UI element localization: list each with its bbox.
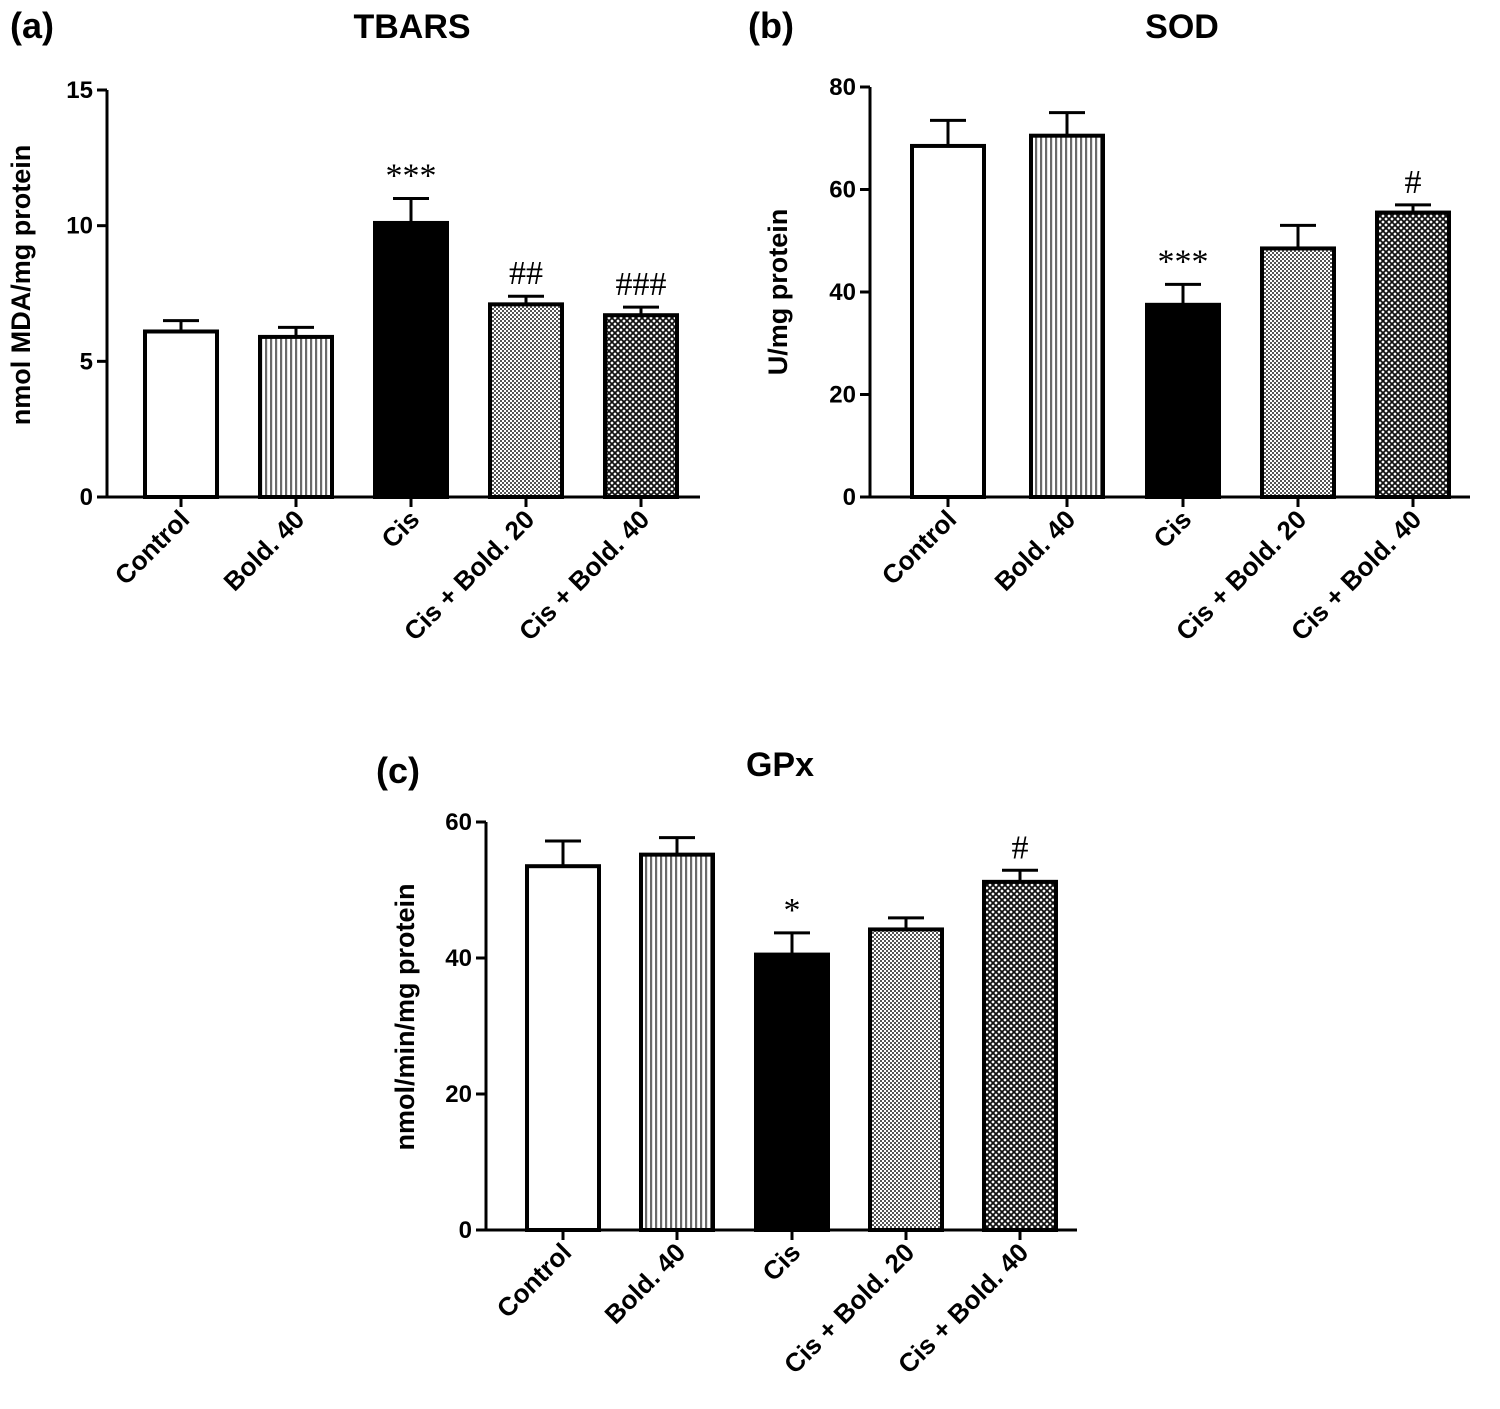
significance-label: *** — [1158, 243, 1209, 280]
bar — [143, 329, 219, 499]
y-tick-label: 60 — [445, 809, 472, 836]
y-axis-label: nmol MDA/mg protein — [6, 145, 36, 425]
bar — [1260, 246, 1336, 499]
bar — [258, 334, 334, 499]
bar — [639, 852, 715, 1232]
bar — [1029, 133, 1105, 499]
y-tick-label: 20 — [445, 1081, 472, 1108]
y-tick-label: 15 — [66, 77, 93, 104]
significance-label: ### — [616, 266, 667, 303]
y-tick-label: 0 — [843, 484, 856, 511]
panel-label-a: (a) — [10, 5, 54, 46]
y-tick-label: 60 — [829, 177, 856, 204]
y-tick-label: 0 — [459, 1217, 472, 1244]
chart-title: SOD — [1145, 8, 1219, 46]
x-tick-label: Control — [109, 504, 196, 591]
chart-gpx: (c) GPx nmol/min/mg protein * #0 20 40 60 Con… — [376, 746, 1077, 1379]
bar — [868, 927, 944, 1232]
x-tick-label: Control — [876, 504, 963, 591]
bar — [373, 220, 449, 499]
bar — [910, 143, 986, 499]
y-tick-label: 20 — [829, 382, 856, 409]
chart-sod: (b) SOD U/mg protein *** #0 20 40 60 80 Contro… — [748, 5, 1470, 646]
significance-label: * — [784, 892, 801, 929]
significance-label: ## — [509, 255, 543, 292]
y-tick-label: 80 — [829, 74, 856, 101]
bar — [488, 302, 564, 499]
significance-label: # — [1012, 829, 1029, 866]
x-tick-label: Bold. 40 — [218, 504, 311, 597]
x-tick-label: Cis — [375, 504, 425, 554]
significance-label: # — [1405, 164, 1422, 201]
chart-title: TBARS — [353, 8, 470, 46]
bar — [525, 864, 601, 1232]
panel-label-b: (b) — [748, 5, 794, 46]
significance-label: *** — [386, 158, 437, 195]
x-tick-label: Cis — [756, 1237, 806, 1287]
x-tick-label: Bold. 40 — [989, 504, 1082, 597]
bar — [1145, 302, 1221, 499]
y-tick-label: 5 — [80, 348, 93, 375]
y-axis-label: nmol/min/mg protein — [390, 884, 420, 1151]
y-tick-label: 40 — [829, 279, 856, 306]
chart-tbars: (a) TBARS nmol MDA/mg protein ***## ###05… — [6, 5, 700, 646]
x-tick-label: Bold. 40 — [599, 1237, 692, 1330]
bar — [603, 313, 679, 499]
chart-title: GPx — [746, 746, 814, 784]
y-tick-label: 40 — [445, 945, 472, 972]
bar — [754, 952, 830, 1232]
y-tick-label: 10 — [66, 213, 93, 240]
bar — [982, 879, 1058, 1233]
y-axis-label: U/mg protein — [763, 209, 793, 376]
y-tick-label: 0 — [80, 484, 93, 511]
x-tick-label: Cis — [1147, 504, 1197, 554]
panel-label-c: (c) — [376, 750, 420, 791]
bar — [1375, 210, 1451, 499]
x-tick-label: Control — [491, 1237, 578, 1324]
